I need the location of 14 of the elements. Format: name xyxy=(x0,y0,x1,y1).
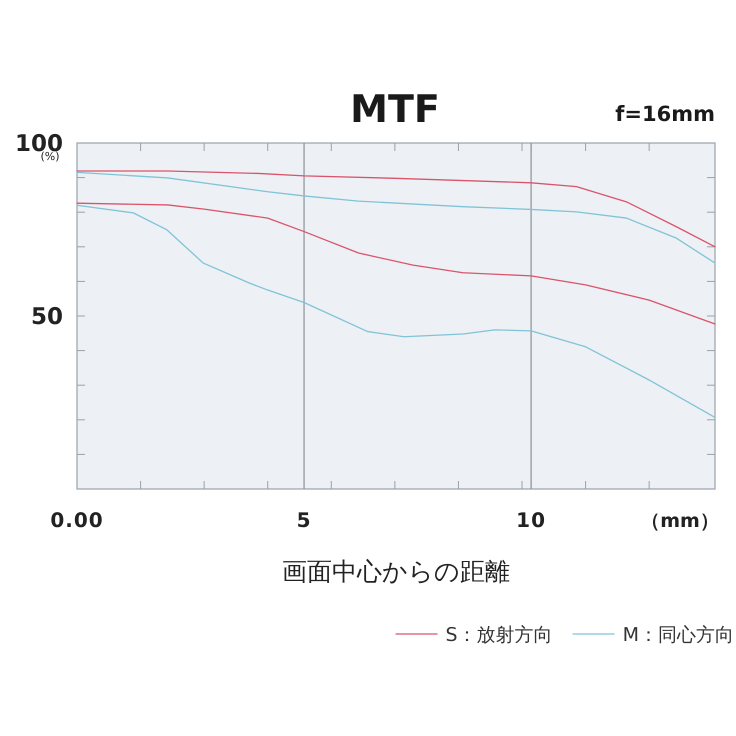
line-series xyxy=(76,170,716,248)
line-series xyxy=(76,202,716,325)
line-series xyxy=(76,204,716,418)
x-tick-label: 5 xyxy=(296,508,312,532)
chart-title: MTF xyxy=(350,87,440,131)
x-axis-title: 画面中心からの距離 xyxy=(282,557,510,586)
text: （mm） xyxy=(641,510,719,532)
x-tick-label: 10 xyxy=(516,508,546,532)
legend-label: M：同心方向 xyxy=(622,624,734,646)
legend-label: S：放射方向 xyxy=(446,624,553,646)
chart-subtitle: f=16mm xyxy=(615,102,715,126)
x-tick-label: 0.00 xyxy=(50,508,104,532)
y-tick-label: 50 xyxy=(30,304,63,330)
line-series xyxy=(76,172,716,264)
